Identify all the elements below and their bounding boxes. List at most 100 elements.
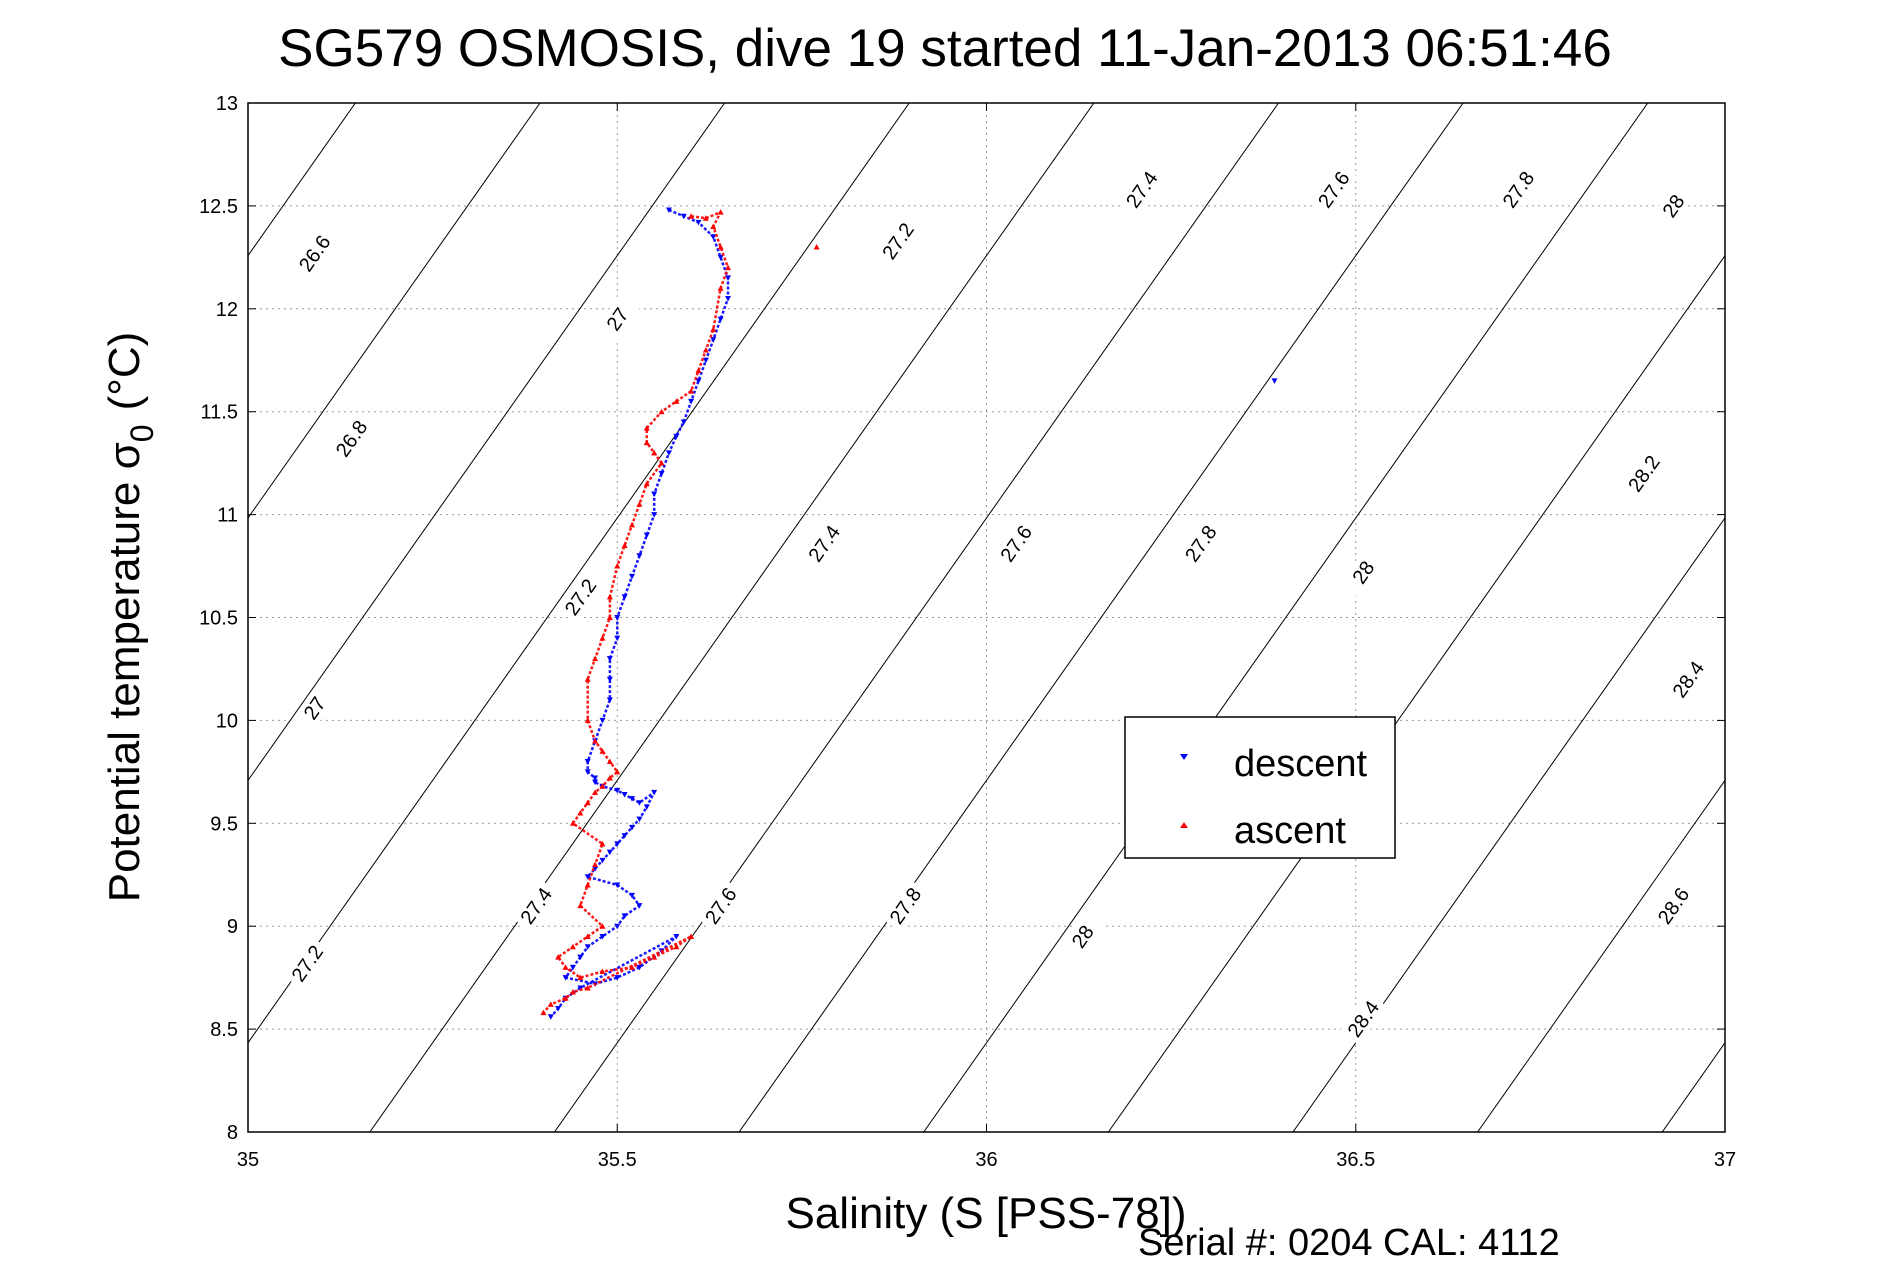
descent-point (651, 512, 658, 518)
x-tick-label: 36.5 (1336, 1149, 1375, 1171)
descent-point (599, 717, 606, 724)
ascent-point (673, 943, 680, 950)
descent-point (577, 954, 584, 961)
legend-ascent-marker (1180, 822, 1188, 828)
plot-frame (247, 102, 1726, 1133)
ascent-point (717, 285, 724, 291)
ascent-point (592, 861, 599, 867)
y-axis-label-unit: (°C) (100, 332, 149, 411)
ascent-point (725, 264, 732, 271)
ascent-point (555, 954, 562, 960)
ascent-point (592, 655, 599, 662)
contour-label-bg (1177, 516, 1225, 570)
descent-point (695, 378, 702, 384)
descent-point (665, 207, 672, 214)
ascent-point (717, 209, 724, 215)
chart-title: SG579 OSMOSIS, dive 19 started 11-Jan-20… (278, 19, 1612, 78)
descent-point (710, 234, 717, 240)
ascent-point (569, 820, 576, 826)
descent-point (569, 964, 576, 971)
descent-point (614, 615, 621, 621)
y-tick-label: 8 (227, 1122, 238, 1144)
legend: descent ascent (1124, 716, 1396, 859)
ascent-point (717, 244, 724, 250)
descent-point (614, 882, 621, 889)
ascent-point (599, 748, 606, 754)
ascent-point (599, 840, 606, 847)
contour-label-bg (800, 516, 848, 570)
descent-point (717, 316, 724, 323)
y-axis-label-main: Potential temperature σ (100, 442, 149, 902)
ascent-point (636, 501, 643, 507)
ascent-point (614, 563, 621, 569)
y-tick-labels: 8 8.5 9 9.5 10 10.5 11 11.5 12 12.5 13 (199, 93, 238, 1144)
ascent-point (599, 968, 606, 974)
descent-point (725, 296, 732, 302)
descent-point (555, 1006, 562, 1012)
descent-point (606, 676, 613, 683)
legend-box (1124, 716, 1396, 859)
y-tick-label: 10 (216, 710, 238, 732)
ascent-point (599, 635, 606, 641)
x-tick-labels: 35 35.5 36 36.5 37 (237, 1149, 1736, 1171)
density-contour-line (923, 103, 1649, 1132)
ascent-point (651, 449, 658, 456)
x-tick-label: 35.5 (598, 1149, 637, 1171)
ascent-point (599, 923, 606, 929)
descent-point (695, 219, 702, 226)
y-tick-label: 9.5 (210, 813, 238, 835)
descent-point (584, 759, 591, 765)
ascent-point (547, 1001, 554, 1007)
descent-point (592, 775, 599, 782)
descent-point (599, 857, 606, 864)
descent-point (680, 419, 687, 425)
descent-point (636, 553, 643, 559)
ascent-point (688, 213, 695, 219)
ascent-point (584, 717, 591, 723)
contour-label-bg (1620, 446, 1668, 500)
ascent-point (651, 954, 658, 960)
x-axis-label: Salinity (S [PSS-78]) (785, 1189, 1186, 1238)
ascent-point (702, 215, 709, 221)
descent-point (680, 213, 687, 220)
descent-point (673, 433, 680, 440)
descent-point (717, 254, 724, 261)
descent-point (651, 491, 658, 498)
density-contour-line (554, 103, 1279, 1132)
ascent-point (606, 614, 613, 620)
ascent-point (577, 974, 584, 981)
descent-point (688, 398, 695, 405)
x-tick-label: 37 (1714, 1149, 1736, 1171)
density-contour-line (369, 103, 1095, 1132)
ascent-point (577, 902, 584, 909)
y-tick-label: 11 (217, 505, 238, 527)
descent-point (547, 1014, 554, 1020)
descent-point (636, 903, 643, 909)
ascent-point (540, 1009, 547, 1016)
ascent-point (629, 964, 636, 970)
ascent-point (643, 480, 650, 487)
y-tick-label: 11.5 (201, 402, 238, 424)
descent-point (614, 787, 621, 794)
legend-descent-marker (1180, 754, 1188, 760)
contour-label-bg (697, 879, 745, 933)
density-contour-line (1847, 103, 1891, 1132)
ascent-point (673, 398, 680, 404)
density-contour-line (248, 103, 726, 782)
ascent-series (540, 209, 820, 1016)
descent-point (629, 892, 636, 899)
serial-cal-footer: Serial #: 0204 CAL: 4112 (1138, 1222, 1560, 1262)
descent-point (621, 594, 628, 600)
contour-label-bg (1339, 545, 1387, 599)
contour-label-bg (1649, 179, 1697, 233)
ascent-point (621, 542, 628, 548)
contour-label-bg (556, 570, 604, 624)
contour-label-bg (1649, 879, 1697, 933)
y-axis-label-subscript: 0 (124, 424, 160, 442)
descent-point (658, 470, 665, 477)
ascent-point (643, 439, 650, 446)
contour-label-bg (992, 516, 1040, 570)
ascent-point (710, 326, 717, 332)
ascent-trace (542, 210, 730, 1014)
